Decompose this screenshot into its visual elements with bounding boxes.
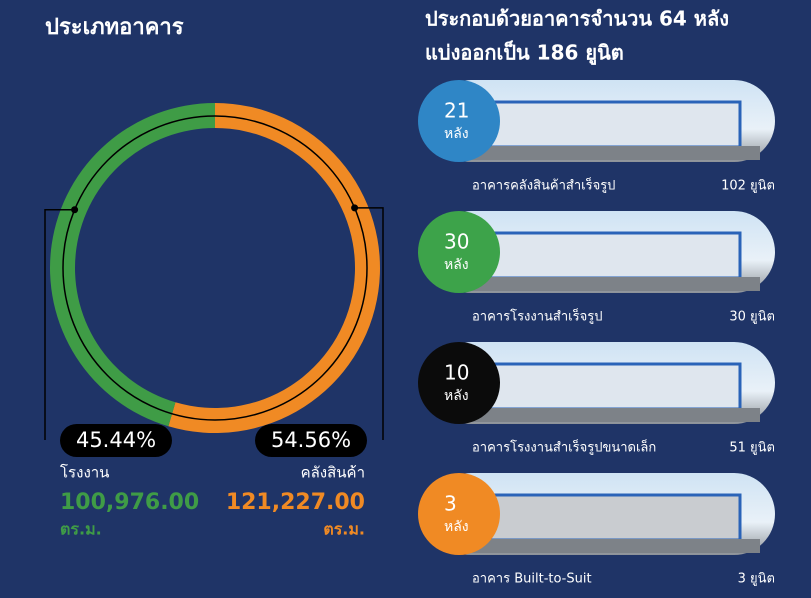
building-wall bbox=[490, 102, 740, 147]
heading-line: แบ่งออกเป็น 186 ยูนิต bbox=[425, 40, 624, 67]
building-ground bbox=[470, 408, 760, 422]
building-ground bbox=[470, 277, 760, 291]
count-unit: หลัง bbox=[444, 126, 469, 142]
count-unit: หลัง bbox=[444, 519, 469, 535]
building-units: 3 ยูนิต bbox=[738, 572, 775, 587]
percent-label: 45.44% bbox=[76, 428, 156, 452]
building-wall bbox=[490, 233, 740, 278]
building-name: อาคารโรงงานสำเร็จรูป bbox=[472, 307, 602, 325]
page: ประเภทอาคาร ประกอบด้วยอาคารจำนวน 64 หลัง… bbox=[0, 0, 811, 598]
count: 3 bbox=[444, 492, 457, 516]
building-units: 102 ยูนิต bbox=[721, 179, 775, 194]
area-unit: ตร.ม. bbox=[60, 520, 102, 539]
infographic: ประเภทอาคาร ประกอบด้วยอาคารจำนวน 64 หลัง… bbox=[0, 0, 811, 598]
building-units: 30 ยูนิต bbox=[729, 310, 775, 325]
count-badge bbox=[418, 473, 500, 555]
connector-dot bbox=[71, 206, 78, 213]
category-label: คลังสินค้า bbox=[301, 464, 365, 482]
building-ground bbox=[470, 146, 760, 160]
building-wall bbox=[490, 495, 740, 540]
chart-title: ประเภทอาคาร bbox=[45, 15, 184, 40]
count-unit: หลัง bbox=[444, 388, 469, 404]
area-value: 121,227.00 bbox=[226, 490, 365, 515]
category-label: โรงงาน bbox=[60, 464, 109, 482]
count: 10 bbox=[444, 361, 469, 385]
building-units: 51 ยูนิต bbox=[729, 441, 775, 456]
count: 30 bbox=[444, 230, 469, 254]
building-wall bbox=[490, 364, 740, 409]
building-name: อาคาร Built-to-Suit bbox=[472, 572, 592, 587]
count-unit: หลัง bbox=[444, 257, 469, 273]
area-unit: ตร.ม. bbox=[323, 520, 365, 539]
percent-label: 54.56% bbox=[271, 428, 351, 452]
building-ground bbox=[470, 539, 760, 553]
count: 21 bbox=[444, 99, 469, 123]
heading-line: ประกอบด้วยอาคารจำนวน 64 หลัง bbox=[425, 7, 729, 31]
building-name: อาคารโรงงานสำเร็จรูปขนาดเล็ก bbox=[472, 438, 656, 456]
connector-dot bbox=[351, 204, 358, 211]
area-value: 100,976.00 bbox=[60, 490, 199, 515]
building-name: อาคารคลังสินค้าสำเร็จรูป bbox=[472, 176, 615, 194]
